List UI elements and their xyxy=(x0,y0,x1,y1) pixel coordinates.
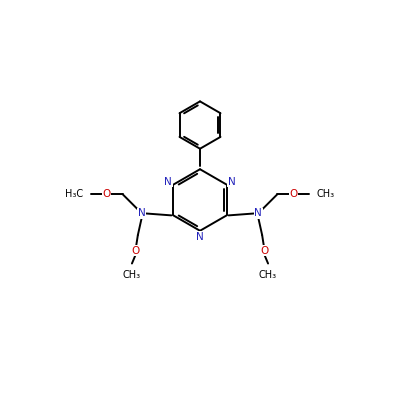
Text: N: N xyxy=(228,177,236,187)
Text: N: N xyxy=(138,208,146,218)
Text: H₃C: H₃C xyxy=(65,190,84,200)
Text: CH₃: CH₃ xyxy=(123,270,141,280)
Text: CH₃: CH₃ xyxy=(316,190,335,200)
Text: N: N xyxy=(164,177,172,187)
Text: O: O xyxy=(260,246,268,256)
Text: N: N xyxy=(254,208,262,218)
Text: O: O xyxy=(132,246,140,256)
Text: N: N xyxy=(196,232,204,242)
Text: CH₃: CH₃ xyxy=(259,270,277,280)
Text: O: O xyxy=(290,190,298,200)
Text: O: O xyxy=(102,190,110,200)
